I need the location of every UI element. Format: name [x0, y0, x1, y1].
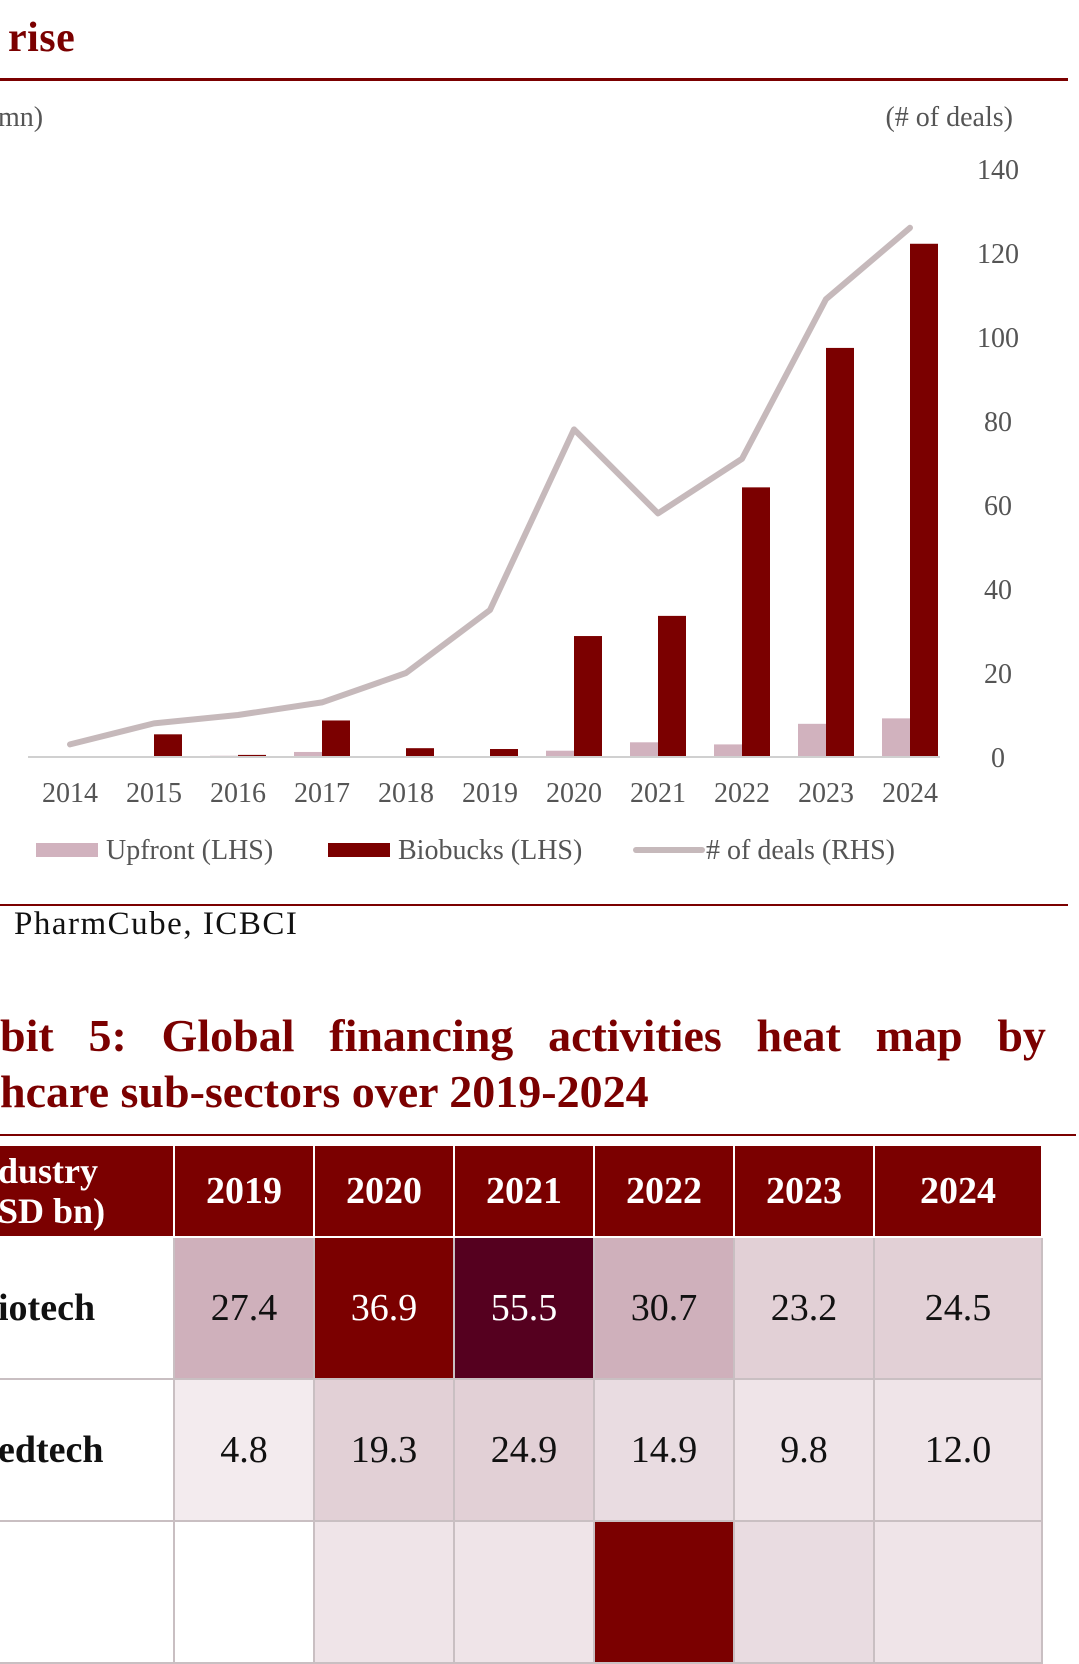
heat-cell [174, 1521, 314, 1663]
right-axis-tick-label: 140 [977, 155, 1019, 186]
title-word: financing [329, 1008, 513, 1064]
year-header: 2023 [734, 1145, 874, 1237]
biobucks-bar [574, 636, 602, 757]
heat-cell: 30.7 [594, 1237, 734, 1379]
x-axis-tick-label: 2023 [798, 778, 854, 809]
right-axis-tick-label: 20 [984, 659, 1012, 690]
heat-cell: 12.0 [874, 1379, 1042, 1521]
x-axis-tick-label: 2024 [882, 778, 938, 809]
industry-header-line2: SD bn) [0, 1191, 105, 1231]
legend-swatch [36, 843, 98, 857]
heat-cell: 14.9 [594, 1379, 734, 1521]
source-note: PharmCube, ICBCI [14, 906, 298, 943]
x-axis-tick-label: 2016 [210, 778, 266, 809]
industry-header-line1: dustry [0, 1151, 98, 1191]
deals-line [70, 228, 910, 745]
legend-label: Biobucks (LHS) [398, 835, 582, 866]
row-label [0, 1521, 174, 1663]
right-axis-unit-label: (# of deals) [885, 102, 1013, 133]
year-header: 2024 [874, 1145, 1042, 1237]
heat-cell: 23.2 [734, 1237, 874, 1379]
biobucks-bar [826, 348, 854, 757]
heat-cell [594, 1521, 734, 1663]
year-header: 2022 [594, 1145, 734, 1237]
row-label: edtech [0, 1379, 174, 1521]
year-header: 2019 [174, 1145, 314, 1237]
right-axis-tick-label: 60 [984, 491, 1012, 522]
legend-swatch [328, 843, 390, 857]
right-axis-tick-label: 80 [984, 407, 1012, 438]
heat-cell [314, 1521, 454, 1663]
right-axis-tick-label: 100 [977, 323, 1019, 354]
upfront-bar [630, 742, 658, 757]
legend-label: Upfront (LHS) [106, 835, 273, 866]
heat-cell: 27.4 [174, 1237, 314, 1379]
left-axis-unit-label: mn) [0, 102, 43, 133]
table-rule [0, 1134, 1076, 1136]
x-axis-tick-label: 2014 [42, 778, 98, 809]
title-rule-top [0, 78, 1068, 81]
x-axis-tick-label: 2015 [126, 778, 182, 809]
upfront-bar [882, 718, 910, 757]
title-word: map [876, 1008, 963, 1064]
x-axis-tick-label: 2019 [462, 778, 518, 809]
x-axis-tick-label: 2021 [630, 778, 686, 809]
biobucks-bar [742, 487, 770, 757]
heat-cell: 4.8 [174, 1379, 314, 1521]
heat-cell: 24.5 [874, 1237, 1042, 1379]
heat-cell [874, 1521, 1042, 1663]
biobucks-bar [490, 749, 518, 757]
biobucks-bar [910, 244, 938, 757]
biobucks-bar [322, 720, 350, 757]
biobucks-bar [406, 748, 434, 757]
legend-label: # of deals (RHS) [706, 835, 895, 866]
table-row [0, 1521, 1042, 1663]
year-header: 2021 [454, 1145, 594, 1237]
exhibit5-title-line2: hcare sub-sectors over 2019-2024 [0, 1064, 1046, 1120]
heat-cell: 36.9 [314, 1237, 454, 1379]
row-label: iotech [0, 1237, 174, 1379]
biobucks-bar [154, 734, 182, 757]
heat-cell: 19.3 [314, 1379, 454, 1521]
heat-cell [734, 1521, 874, 1663]
exhibit4-title: rise [8, 12, 75, 64]
upfront-bar [798, 724, 826, 757]
title-word: activities [548, 1008, 722, 1064]
x-axis-tick-label: 2018 [378, 778, 434, 809]
x-axis-tick-label: 2017 [294, 778, 350, 809]
right-axis-tick-label: 0 [991, 743, 1005, 774]
title-word: Global [162, 1008, 295, 1064]
right-axis-tick-label: 40 [984, 575, 1012, 606]
industry-header: dustry SD bn) [0, 1145, 174, 1237]
title-word: heat [757, 1008, 841, 1064]
title-word: bit [0, 1008, 54, 1064]
heat-cell [454, 1521, 594, 1663]
x-axis-tick-label: 2022 [714, 778, 770, 809]
heat-cell: 24.9 [454, 1379, 594, 1521]
biobucks-bar [658, 616, 686, 757]
heat-cell: 9.8 [734, 1379, 874, 1521]
title-word: 5: [88, 1008, 126, 1064]
upfront-bar [714, 744, 742, 757]
deals-chart: mn) (# of deals) 0 20 40 60 80 100 120 140 2014 2… [0, 90, 1079, 890]
heat-cell: 55.5 [454, 1237, 594, 1379]
year-header: 2020 [314, 1145, 454, 1237]
right-axis-tick-label: 120 [977, 239, 1019, 270]
title-word: by [997, 1008, 1046, 1064]
x-axis-tick-label: 2020 [546, 778, 602, 809]
